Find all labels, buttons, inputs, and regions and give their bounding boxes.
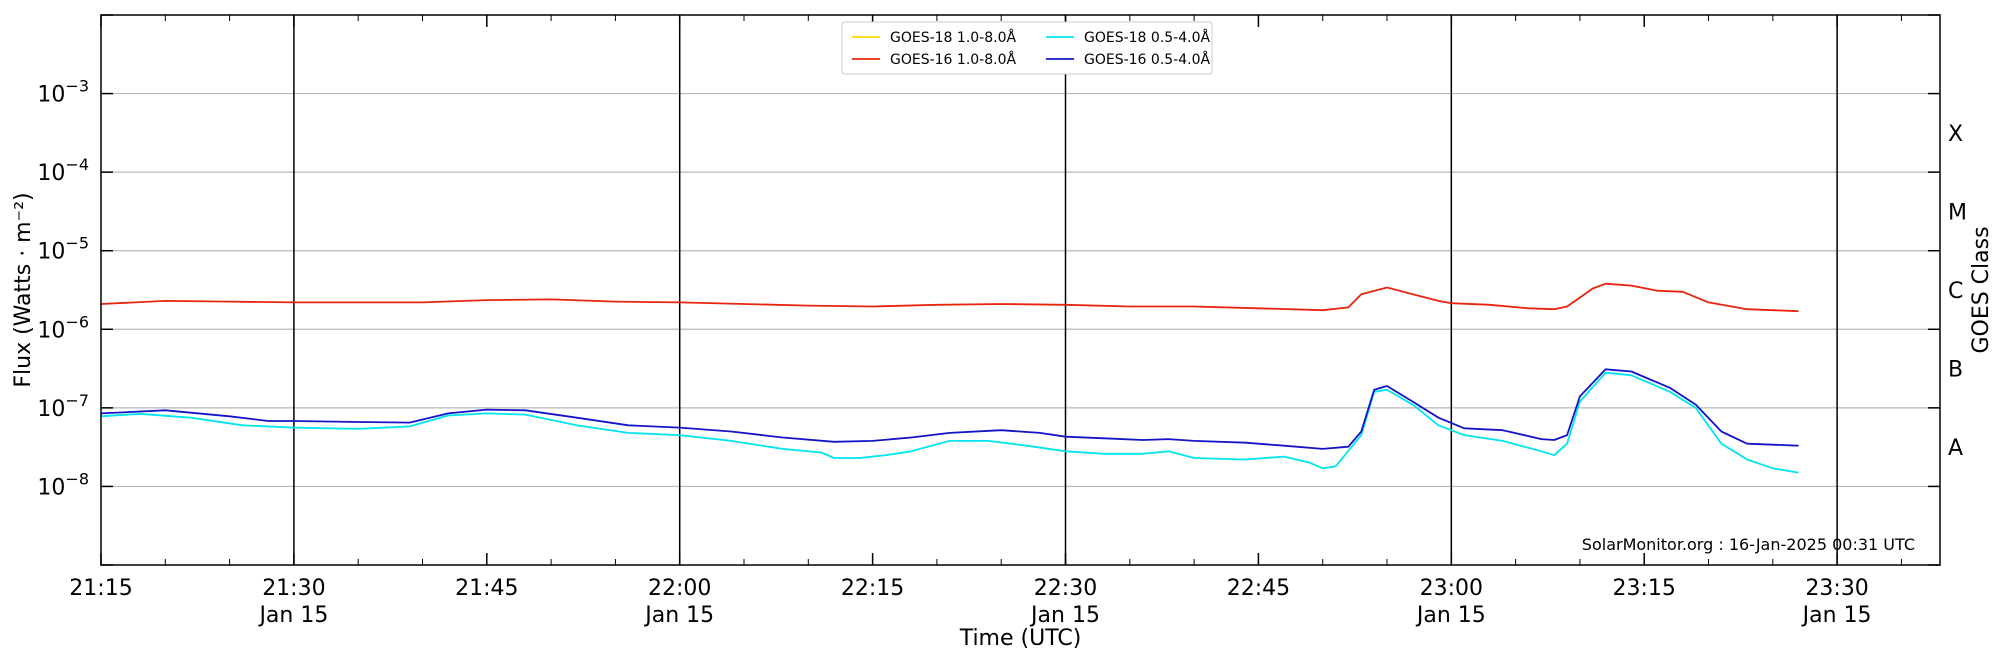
- x-tick-sublabel: Jan 15: [643, 603, 714, 628]
- goes-class-label: B: [1948, 358, 1963, 383]
- x-axis-label: Time (UTC): [959, 626, 1082, 650]
- credit-text: SolarMonitor.org : 16-Jan-2025 00:31 UTC: [1582, 535, 1915, 554]
- x-tick-label: 22:15: [841, 576, 904, 601]
- y-tick-label: 10−8: [37, 469, 89, 500]
- series-line-1: [100, 282, 1799, 313]
- x-tick-label: 22:45: [1227, 576, 1290, 601]
- x-tick-label: 23:15: [1613, 576, 1676, 601]
- goes-class-label: C: [1948, 279, 1963, 304]
- goes-class-axis-label: GOES Class: [1969, 226, 1994, 353]
- x-tick-sublabel: Jan 15: [1029, 603, 1100, 628]
- goes-class-label: A: [1948, 436, 1963, 461]
- x-tick-label: 23:00: [1420, 576, 1483, 601]
- legend-entry: GOES-16 1.0-8.0Å: [890, 51, 1016, 68]
- x-tick-label: 21:45: [455, 576, 518, 601]
- axis-ticks: [100, 14, 1940, 566]
- y-tick-label: 10−4: [37, 155, 89, 186]
- x-tick-label: 22:30: [1034, 576, 1097, 601]
- x-tick-label: 21:30: [262, 576, 325, 601]
- y-axis-label: Flux (Watts · m⁻²): [11, 192, 36, 387]
- legend-box: [841, 21, 1213, 75]
- goes-class-label: X: [1948, 122, 1963, 147]
- series-line-3: [100, 368, 1799, 450]
- x-tick-label: 21:15: [69, 576, 132, 601]
- series-line-2: [100, 371, 1799, 474]
- x-tick-label: 22:00: [648, 576, 711, 601]
- legend-entry: GOES-18 0.5-4.0Å: [1084, 29, 1210, 46]
- legend: GOES-18 1.0-8.0Å GOES-18 0.5-4.0Å GOES-16 …: [841, 21, 1213, 75]
- y-tick-label: 10−7: [37, 391, 89, 422]
- goes-class-label: M: [1948, 200, 1967, 225]
- legend-entry: GOES-18 1.0-8.0Å: [890, 29, 1016, 46]
- y-tick-labels: 10−3 10−4 10−5 10−6 10−7 10−8: [37, 77, 89, 501]
- series-lines: [100, 282, 1799, 474]
- goes-class-labels: X M C B A: [1948, 122, 1967, 461]
- day-marker-lines: [293, 15, 1838, 565]
- legend-entry: GOES-16 0.5-4.0Å: [1084, 51, 1210, 68]
- x-tick-sublabel: Jan 15: [1415, 603, 1486, 628]
- plot-frame: [100, 14, 1941, 566]
- grid-lines: [101, 92, 1940, 488]
- x-tick-sublabel: Jan 15: [1801, 603, 1872, 628]
- y-tick-label: 10−6: [37, 312, 89, 343]
- x-tick-sublabel: Jan 15: [257, 603, 328, 628]
- y-tick-label: 10−3: [37, 77, 89, 108]
- x-tick-label: 23:30: [1805, 576, 1868, 601]
- y-tick-label: 10−5: [37, 234, 89, 265]
